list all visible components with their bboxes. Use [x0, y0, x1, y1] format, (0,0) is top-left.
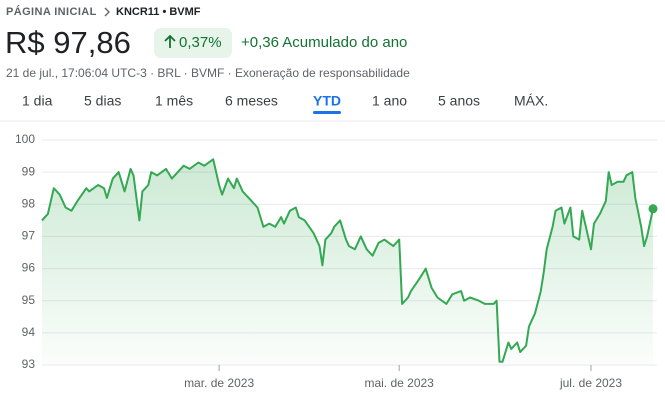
- tab[interactable]: 5 anos: [438, 93, 480, 109]
- breadcrumb-home[interactable]: PÁGINA INICIAL: [6, 5, 97, 18]
- y-tick-label: 99: [22, 164, 36, 178]
- y-tick-label: 94: [22, 325, 36, 339]
- breadcrumb-ticker: KNCR11 • BVMF: [116, 6, 201, 18]
- change-ytd: +0,36 Acumulado do ano: [241, 34, 407, 51]
- tab[interactable]: MÁX.: [514, 93, 548, 109]
- x-tick-label: jul. de 2023: [559, 376, 622, 390]
- price: R$ 97,86: [5, 25, 131, 60]
- info-line: 21 de jul., 17:06:04 UTC-3 · BRL · BVMF …: [6, 66, 410, 80]
- y-tick-label: 93: [22, 357, 36, 371]
- area: [42, 159, 653, 365]
- y-tick-label: 100: [15, 132, 35, 146]
- last-point: [648, 204, 658, 214]
- tab[interactable]: YTD: [313, 93, 341, 109]
- change-badge: [154, 28, 232, 58]
- breadcrumb-chevron: [104, 7, 110, 17]
- tab[interactable]: 5 dias: [84, 93, 121, 109]
- y-tick-label: 97: [22, 229, 36, 243]
- tab-bar: 1 dia 5 dias 1 mês 6 meses YTD 1 ano 5 anos MÁX…: [22, 93, 548, 114]
- tab[interactable]: 1 mês: [155, 93, 193, 109]
- y-tick-label: 98: [22, 196, 36, 210]
- up-arrow: [164, 34, 176, 48]
- change-percent: 0,37%: [179, 34, 222, 51]
- tab[interactable]: 1 dia: [22, 93, 53, 109]
- tab[interactable]: 1 ano: [372, 93, 407, 109]
- tab-underline: [313, 111, 341, 114]
- y-tick-label: 95: [22, 293, 36, 307]
- x-tick-label: mai. de 2023: [364, 376, 434, 390]
- price-line: [41, 158, 654, 363]
- chart: 93 94 95 96 97 98 99 100 mar. de 2023 mai. de 202…: [15, 132, 658, 390]
- x-tick-label: mar. de 2023: [184, 376, 254, 390]
- y-tick-label: 96: [22, 261, 36, 275]
- tab[interactable]: 6 meses: [225, 93, 278, 109]
